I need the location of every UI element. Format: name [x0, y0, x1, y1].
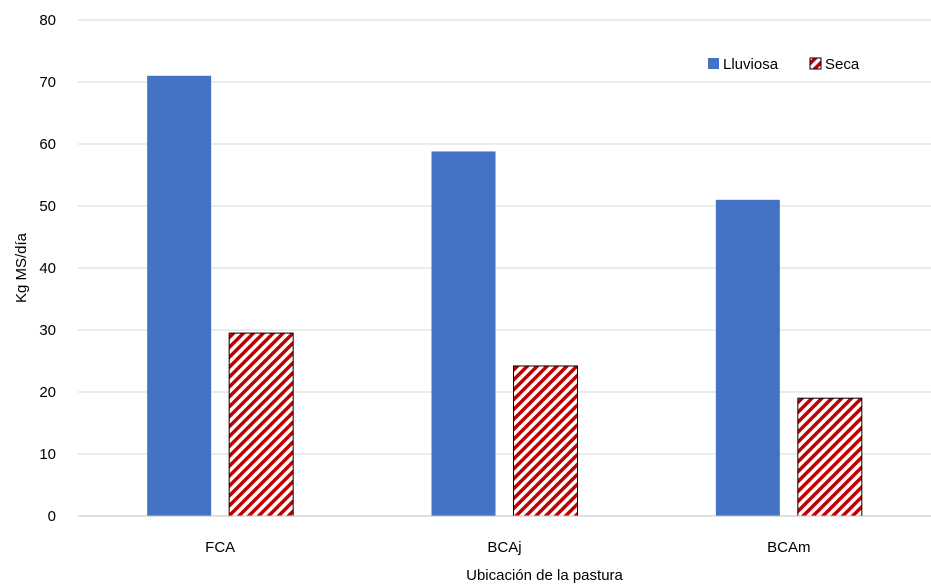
gridlines: [78, 19, 931, 455]
y-tick-label: 40: [39, 260, 56, 277]
y-tick-label: 70: [39, 74, 56, 91]
bar-seca-fca: [228, 332, 294, 517]
y-axis-ticks: 0 10 20 30 40 50 60 70 80: [39, 12, 56, 525]
bar-lluviosa-bcam: [715, 199, 780, 517]
bar-seca-bcaj: [513, 365, 578, 517]
y-tick-label: 60: [39, 136, 56, 153]
x-axis-ticks: FCA BCAj BCAm: [205, 539, 810, 556]
y-tick-label: 10: [39, 446, 56, 463]
x-axis-title: Ubicación de la pastura: [466, 567, 623, 584]
bar-seca-bcam: [797, 397, 863, 517]
x-tick-label: BCAm: [767, 539, 810, 556]
x-tick-label: FCA: [205, 539, 235, 556]
y-tick-label: 30: [39, 322, 56, 339]
bar-lluviosa-bcaj: [431, 151, 496, 516]
y-tick-label: 50: [39, 198, 56, 215]
bar-lluviosa-fca: [147, 75, 212, 517]
y-axis-title: Kg MS/día: [13, 232, 30, 303]
legend-swatch-lluviosa: [708, 58, 719, 69]
y-tick-label: 0: [48, 508, 56, 525]
legend-label-lluviosa: Lluviosa: [723, 56, 779, 73]
legend-label-seca: Seca: [825, 56, 860, 73]
y-tick-label: 20: [39, 384, 56, 401]
y-tick-label: 80: [39, 12, 56, 29]
legend: Lluviosa Seca: [708, 56, 860, 73]
x-tick-label: BCAj: [487, 539, 521, 556]
bars: [147, 75, 863, 517]
legend-swatch-seca: [809, 57, 822, 70]
